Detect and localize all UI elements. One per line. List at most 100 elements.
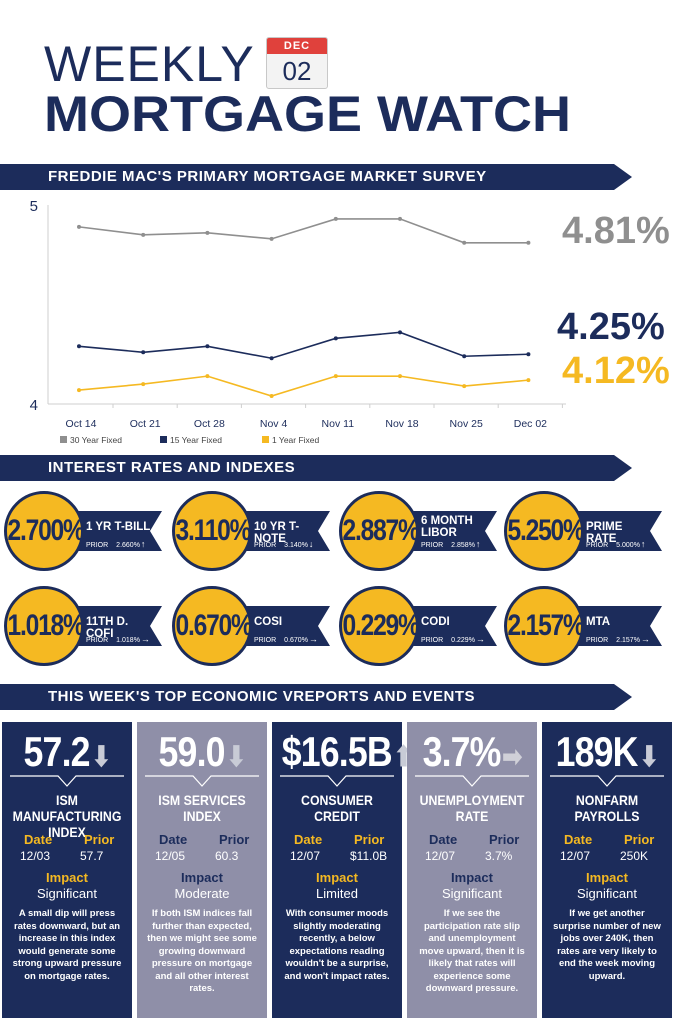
report-title: ISM SERVICES INDEX [158, 792, 246, 824]
report-title: CONSUMER CREDIT [301, 792, 373, 824]
index-prior-label: PRIOR [421, 542, 444, 549]
report-value: 3.7%➡ [417, 728, 528, 776]
index-ribbon [70, 511, 162, 551]
index-prior-value: 5.000% [616, 542, 640, 549]
report-value-text: 3.7% [422, 728, 502, 775]
arrow-up-icon: ↑ [140, 539, 146, 549]
arrow-right-icon: ➡ [502, 741, 522, 772]
index-name: CODI [421, 616, 450, 628]
index-prior: PRIOR 2.858%↑ [421, 539, 480, 549]
prior-label: Prior [84, 832, 115, 847]
prior-label: Prior [489, 832, 520, 847]
arrow-right-icon: → [640, 634, 650, 644]
reports-banner: THIS WEEK'S TOP ECONOMIC VREPORTS AND EV… [0, 684, 632, 710]
mortgage-rate-chart: 5 4 Oct 14 Oct 21 Oct 28 Nov 4 Nov 11 Nov 18 Nov… [30, 198, 566, 445]
report-card: 59.0⬇ ISM SERVICES INDEX Date Prior 12/05 60.… [137, 722, 267, 1018]
arrow-right-icon: → [308, 634, 318, 644]
y-tick-label: 5 [30, 198, 38, 215]
report-value: 189K⬇ [552, 728, 663, 776]
arrow-down-icon: ⬇ [639, 741, 659, 772]
rate-15-year: 4.25% [557, 306, 665, 348]
card-divider [550, 775, 664, 787]
legend-label: 15 Year Fixed [170, 435, 222, 445]
data-point [77, 388, 81, 393]
index-item: 0.670% COSI PRIOR 0.670%→ [168, 583, 333, 667]
index-ribbon [70, 606, 162, 646]
index-prior: PRIOR 3.140%↓ [254, 539, 313, 549]
index-prior-value: 1.018% [116, 637, 140, 644]
report-prior: 3.7% [485, 849, 513, 863]
arrow-up-icon: ↑ [475, 539, 481, 549]
data-point [398, 330, 402, 335]
index-prior: PRIOR 2.157%→ [586, 634, 650, 644]
index-prior-label: PRIOR [254, 542, 277, 549]
index-prior: PRIOR 1.018%→ [86, 634, 150, 644]
index-ribbon [405, 606, 497, 646]
arrow-down-icon: ↓ [308, 539, 314, 549]
series-line-1 [78, 218, 529, 244]
legend-swatch [60, 436, 67, 443]
arrow-down-icon: ⬇ [226, 741, 246, 772]
data-point [269, 356, 274, 361]
data-point [526, 378, 531, 383]
report-title: ISM MANUFACTURING INDEX [12, 792, 122, 840]
survey-banner: FREDDIE MAC'S PRIMARY MORTGAGE MARKET SU… [0, 164, 632, 190]
index-ribbon [570, 511, 662, 551]
report-prior: $11.0B [350, 849, 388, 863]
index-value: 3.110% [175, 514, 252, 547]
index-ribbon [405, 511, 497, 551]
report-title: NONFARM PAYROLLS [574, 792, 640, 824]
prior-label: Prior [354, 832, 385, 847]
index-value: 0.670% [175, 609, 253, 642]
index-prior: PRIOR 0.229%→ [421, 634, 485, 644]
index-circle [172, 586, 252, 666]
data-point [398, 216, 402, 221]
impact-value: Significant [577, 886, 637, 901]
index-value: 0.229% [342, 609, 420, 642]
legend-label: 1 Year Fixed [272, 435, 320, 445]
index-prior-label: PRIOR [586, 542, 609, 549]
index-prior-label: PRIOR [254, 637, 277, 644]
index-prior-value: 2.858% [451, 542, 475, 549]
rate-1-year: 4.12% [562, 350, 670, 392]
series-line-2 [78, 331, 529, 360]
index-circle [504, 491, 584, 571]
report-date: 12/07 [560, 849, 591, 863]
x-tick-label: Nov 4 [260, 418, 288, 430]
report-description: If we get another surprise number of new… [553, 908, 661, 982]
report-description: If both ISM indices fall further than ex… [147, 908, 257, 994]
data-point [141, 350, 146, 355]
report-value-text: $16.5B [281, 728, 393, 775]
data-point [333, 374, 338, 379]
index-prior-value: 3.140% [284, 542, 308, 549]
index-circle [504, 586, 584, 666]
report-card: 189K⬇ NONFARM PAYROLLS Date Prior 12/07 250K I… [542, 722, 672, 1018]
reports-banner-label: THIS WEEK'S TOP ECONOMIC VREPORTS AND EV… [48, 688, 476, 705]
data-point [462, 354, 467, 359]
report-date: 12/05 [155, 849, 186, 863]
arrow-down-icon: ⬇ [91, 741, 111, 772]
indexes-banner: INTEREST RATES AND INDEXES [0, 455, 632, 481]
report-value: 57.2⬇ [12, 728, 123, 776]
index-value: 2.887% [342, 514, 420, 547]
index-value: 2.700% [7, 514, 85, 547]
data-point [269, 394, 274, 399]
data-point [141, 382, 146, 387]
impact-label: Impact [181, 870, 223, 885]
arrow-right-icon: → [475, 634, 485, 644]
data-point [333, 216, 338, 221]
x-tick-label: Oct 14 [66, 418, 97, 430]
index-item: 3.110% 10 YR T-NOTE PRIOR 3.140%↓ [168, 488, 333, 572]
data-point [205, 374, 210, 379]
impact-value: Significant [37, 886, 97, 901]
data-point [205, 230, 210, 235]
report-value: 59.0⬇ [147, 728, 258, 776]
index-prior-label: PRIOR [586, 637, 609, 644]
survey-banner-label: FREDDIE MAC'S PRIMARY MORTGAGE MARKET SU… [48, 168, 487, 185]
index-prior-label: PRIOR [86, 637, 109, 644]
impact-label: Impact [46, 870, 88, 885]
x-tick-label: Nov 18 [385, 418, 418, 430]
data-point [526, 352, 531, 357]
card-divider [415, 775, 529, 787]
index-prior-label: PRIOR [421, 637, 444, 644]
